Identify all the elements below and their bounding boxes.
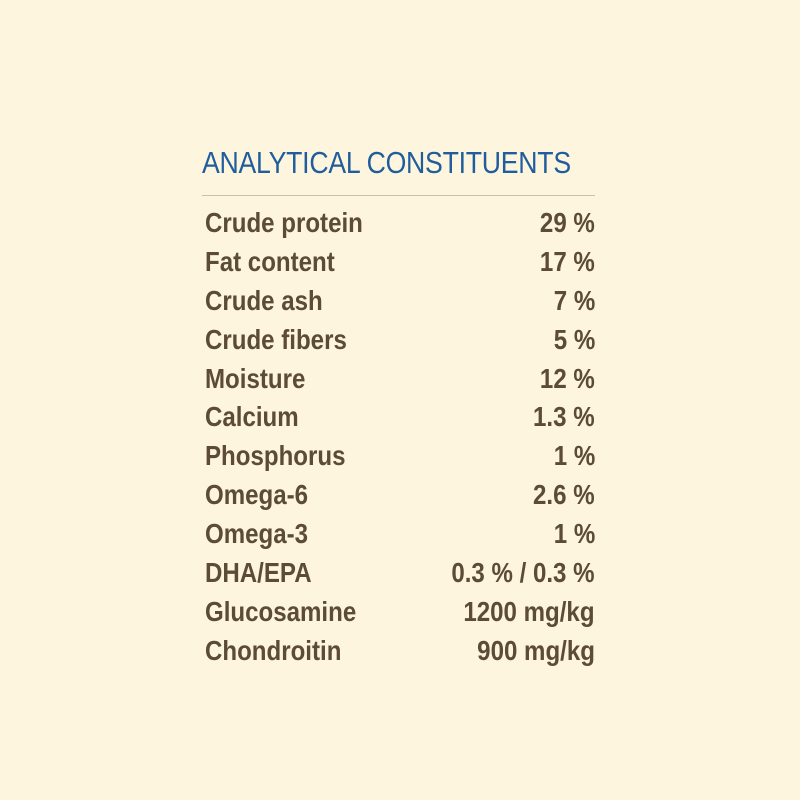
- constituent-label: Crude ash: [205, 284, 323, 316]
- table-row: Crude fibers 5 %: [202, 321, 595, 360]
- constituent-value: 5 %: [553, 323, 595, 355]
- constituent-value: 29 %: [540, 207, 595, 238]
- table-row: Fat content 17 %: [202, 243, 595, 282]
- constituent-value: 1.3 %: [533, 401, 595, 433]
- table-row: Crude ash 7 %: [202, 282, 595, 321]
- table-row: Crude protein 29 %: [202, 204, 595, 243]
- analytical-constituents-panel: ANALYTICAL CONSTITUENTS Crude protein 29 …: [202, 143, 595, 671]
- constituent-label: Omega-3: [205, 518, 309, 550]
- constituent-label: Omega-6: [205, 479, 309, 511]
- table-row: DHA/EPA 0.3 % / 0.3 %: [202, 554, 595, 593]
- table-row: Phosphorus 1 %: [202, 437, 595, 476]
- constituent-label: Glucosamine: [205, 595, 357, 627]
- constituent-label: Crude protein: [205, 207, 363, 238]
- table-row: Omega-3 1 %: [202, 515, 595, 554]
- constituent-value: 7 %: [553, 284, 595, 316]
- constituent-value: 12 %: [540, 362, 595, 394]
- table-row: Chondroitin 900 mg/kg: [202, 632, 595, 671]
- constituents-table: Crude protein 29 % Fat content 17 % Crude as…: [202, 204, 595, 671]
- table-row: Calcium 1.3 %: [202, 398, 595, 437]
- constituent-label: Moisture: [205, 362, 306, 394]
- constituent-value: 17 %: [540, 245, 595, 277]
- constituent-value: 0.3 % / 0.3 %: [451, 557, 595, 589]
- constituent-value: 1200 mg/kg: [463, 595, 595, 627]
- constituent-value: 1 %: [553, 440, 595, 472]
- table-row: Moisture 12 %: [202, 360, 595, 399]
- divider: [202, 195, 595, 196]
- constituent-label: Crude fibers: [205, 323, 347, 355]
- constituent-label: DHA/EPA: [205, 557, 312, 589]
- constituent-label: Chondroitin: [205, 634, 342, 666]
- constituent-value: 1 %: [553, 518, 595, 550]
- constituent-value: 2.6 %: [533, 479, 595, 511]
- constituent-label: Phosphorus: [205, 440, 346, 472]
- constituent-label: Calcium: [205, 401, 299, 433]
- constituent-value: 900 mg/kg: [477, 634, 595, 666]
- table-row: Glucosamine 1200 mg/kg: [202, 593, 595, 632]
- constituent-label: Fat content: [205, 245, 335, 277]
- table-row: Omega-6 2.6 %: [202, 476, 595, 515]
- section-title: ANALYTICAL CONSTITUENTS: [202, 145, 571, 180]
